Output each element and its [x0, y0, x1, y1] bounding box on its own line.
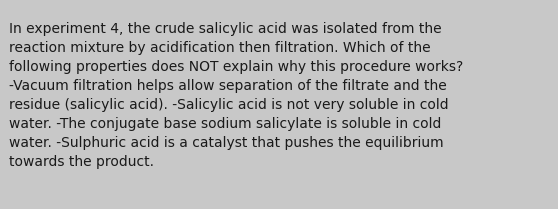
- Text: In experiment 4, the crude salicylic acid was isolated from the
reaction mixture: In experiment 4, the crude salicylic aci…: [9, 22, 463, 169]
